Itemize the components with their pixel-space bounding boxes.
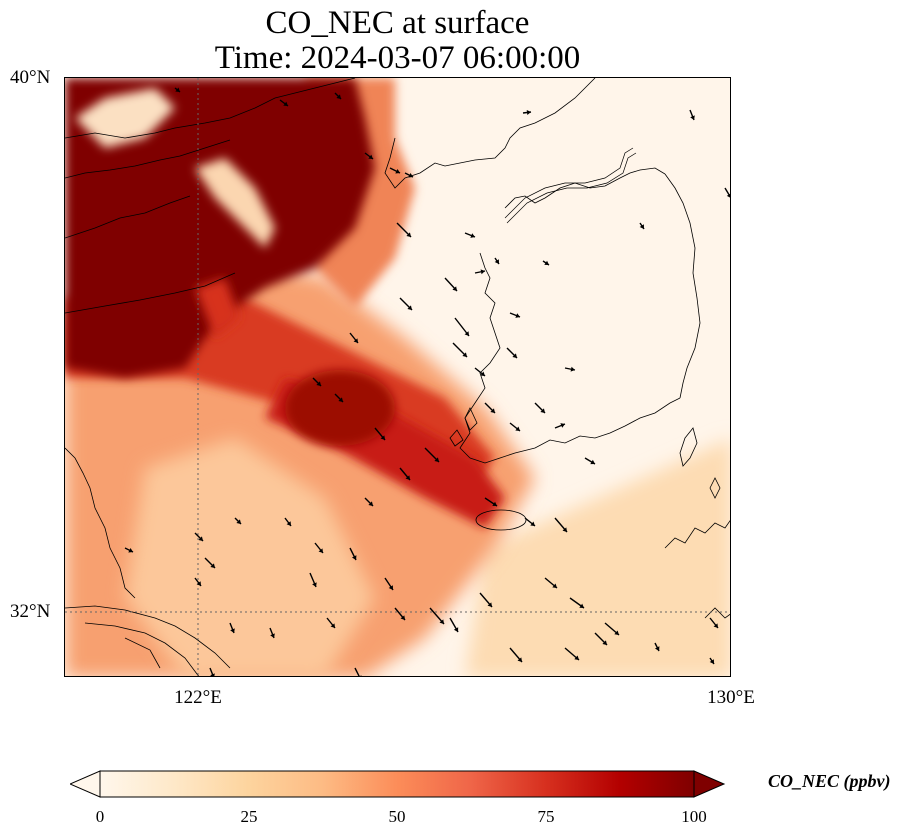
wind-arrow-head bbox=[336, 94, 341, 99]
wind-arrow-head bbox=[286, 521, 291, 526]
wind-arrow-head bbox=[407, 305, 412, 310]
wind-arrow-head bbox=[709, 659, 714, 664]
wind-arrow-head bbox=[494, 259, 499, 264]
lon-label-right: 130°E bbox=[707, 687, 755, 708]
wind-arrow-head bbox=[210, 673, 215, 676]
lon-label-left: 122°E bbox=[174, 687, 222, 708]
wind-arrow-head bbox=[210, 563, 215, 568]
wind-arrow-head bbox=[487, 602, 492, 607]
wind-arrow-head bbox=[602, 640, 607, 645]
wind-arrow-head bbox=[470, 233, 475, 238]
colorbar-min-extend bbox=[70, 770, 101, 798]
wind-arrow-head bbox=[490, 408, 495, 413]
wind-arrow-head bbox=[405, 475, 410, 480]
wind-arrow-head bbox=[560, 423, 565, 428]
border-line bbox=[504, 147, 637, 224]
graticule bbox=[65, 78, 730, 676]
colorbar-tick-100: 100 bbox=[681, 807, 707, 826]
wind-arrow-head bbox=[540, 408, 545, 413]
wind-arrow-head bbox=[283, 101, 288, 106]
lat-label-bottom: 32°N bbox=[10, 601, 51, 622]
wind-arrow-head bbox=[312, 582, 317, 587]
colorbar-tick-50: 50 bbox=[388, 807, 406, 826]
map-panel[interactable] bbox=[64, 77, 731, 677]
wind-arrow-head bbox=[544, 260, 549, 265]
wind-arrow-head bbox=[434, 457, 439, 462]
colorbar-tick-0: 0 bbox=[95, 807, 105, 826]
wind-arrow-head bbox=[590, 459, 595, 465]
wind-arrow-head bbox=[318, 548, 323, 553]
wind-arrow-head bbox=[639, 224, 644, 229]
wind-arrow-shaft bbox=[209, 667, 214, 676]
wind-arrow-head bbox=[517, 657, 522, 662]
wind-arrow-head bbox=[526, 110, 531, 115]
wind-arrow-head bbox=[196, 581, 201, 586]
colorbar-tick-25: 25 bbox=[240, 807, 258, 826]
wind-arrow-head bbox=[579, 603, 584, 608]
wind-arrow-head bbox=[406, 232, 411, 237]
wind-arrow-head bbox=[388, 585, 393, 590]
lat-label-top: 40°N bbox=[10, 67, 51, 88]
wind-vectors bbox=[124, 87, 730, 676]
map-timestamp: Time: 2024-03-07 06:00:00 bbox=[214, 40, 581, 76]
wind-arrow-head bbox=[380, 435, 385, 440]
concentration-map bbox=[65, 78, 730, 676]
colorbar bbox=[70, 770, 726, 798]
wind-arrow-head bbox=[453, 627, 459, 632]
wind-arrow-head bbox=[614, 630, 619, 635]
colorbar-max-extend bbox=[693, 770, 726, 798]
wind-arrow-head bbox=[562, 527, 567, 532]
wind-arrow-head bbox=[198, 536, 203, 541]
wind-arrow-head bbox=[512, 353, 517, 358]
wind-arrow-head bbox=[408, 172, 413, 178]
wind-arrow-head bbox=[395, 168, 400, 174]
wind-arrow-head bbox=[515, 313, 520, 318]
wind-arrow-head bbox=[654, 646, 660, 651]
wind-arrow-shaft bbox=[354, 667, 360, 676]
wind-arrow-head bbox=[368, 154, 373, 159]
wind-arrow-head bbox=[570, 366, 575, 372]
wind-arrow-head bbox=[353, 338, 358, 343]
wind-arrow-head bbox=[552, 583, 557, 588]
colorbar-tick-75: 75 bbox=[537, 807, 555, 826]
wind-arrow-head bbox=[452, 286, 457, 291]
wind-arrow-head bbox=[713, 623, 718, 628]
wind-arrow-head bbox=[338, 397, 343, 402]
wind-arrow-head bbox=[368, 501, 373, 506]
wind-arrow-head bbox=[236, 519, 241, 524]
wind-arrow-head bbox=[270, 633, 275, 638]
map-title: CO_NEC at surface bbox=[265, 5, 530, 41]
wind-arrow-head bbox=[480, 269, 485, 275]
wind-arrow-head bbox=[492, 501, 497, 506]
wind-arrow-head bbox=[690, 115, 695, 120]
wind-arrow-head bbox=[330, 623, 335, 628]
wind-arrow-head bbox=[400, 615, 405, 620]
concentration-field bbox=[65, 78, 730, 676]
wind-arrow-shaft bbox=[724, 187, 730, 198]
wind-arrow-head bbox=[726, 193, 730, 198]
wind-arrow-head bbox=[230, 628, 235, 633]
wind-arrow-head bbox=[351, 555, 357, 560]
colorbar-label: CO_NEC (ppbv) bbox=[768, 771, 891, 791]
wind-arrow-head bbox=[515, 426, 520, 431]
colorbar-gradient bbox=[99, 770, 695, 798]
wind-arrow-head bbox=[462, 352, 467, 357]
wind-arrow-head bbox=[464, 331, 469, 336]
wind-arrow-head bbox=[316, 381, 321, 386]
wind-arrow-head bbox=[574, 655, 579, 660]
wind-arrow-head bbox=[360, 675, 362, 676]
wind-arrow-head bbox=[128, 547, 133, 553]
wind-arrow-head bbox=[439, 619, 444, 624]
wind-arrow-head bbox=[480, 371, 485, 376]
